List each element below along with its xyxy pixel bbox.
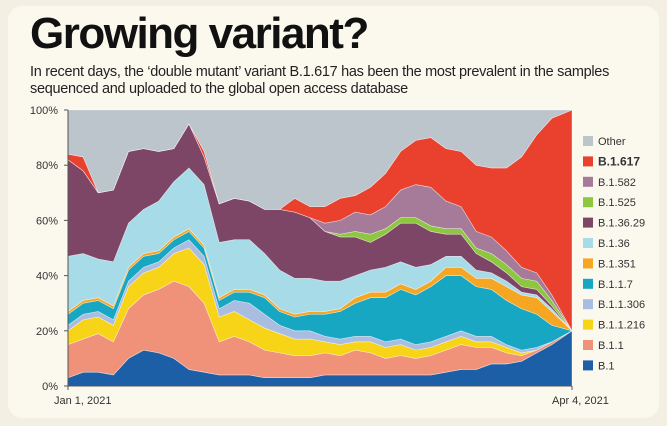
legend-label-b-1-617: B.1.617 — [598, 154, 640, 168]
legend-swatch-b-1-351 — [583, 258, 593, 269]
legend-swatch-b-1 — [583, 360, 593, 371]
y-tick-label: 20% — [36, 326, 58, 338]
legend-label-b-1-1-216: B.1.1.216 — [598, 320, 645, 332]
legend-label-b-1-36-29: B.1.36.29 — [598, 218, 645, 230]
legend-swatch-b-1-1-7 — [583, 278, 593, 289]
legend-label-b-1-1: B.1.1 — [598, 340, 624, 352]
chart-subtitle: In recent days, the ‘double mutant’ vari… — [30, 64, 610, 97]
legend: Other B.1.617 B.1.582 B.1.525 B.1.36.29 B.1.3… — [583, 136, 645, 372]
legend-label-b-1-351: B.1.351 — [598, 258, 636, 270]
legend-swatch-b-1-1-306 — [583, 299, 593, 310]
legend-swatch-b-1-36 — [583, 238, 593, 248]
legend-swatch-other — [583, 136, 593, 146]
area-other — [67, 109, 573, 210]
y-tick-label: 0% — [42, 381, 58, 393]
legend-swatch-b-1-36-29 — [583, 217, 593, 228]
axes-layer: 0% 20% 40% 60% 80% 100% Jan 1, 2021 Apr 4, 2021 — [30, 105, 609, 407]
legend-label-other: Other — [598, 136, 626, 148]
legend-label-b-1-36: B.1.36 — [598, 238, 630, 250]
legend-swatch-b-1-1 — [583, 340, 593, 350]
legend-label-b-1-525: B.1.525 — [598, 197, 636, 209]
legend-swatch-b-1-617 — [583, 156, 593, 167]
legend-label-b-1: B.1 — [598, 360, 615, 372]
y-tick-label: 40% — [36, 271, 58, 283]
x-tick-label: Apr 4, 2021 — [552, 395, 609, 407]
area-layer — [67, 109, 573, 387]
y-tick-label: 60% — [36, 215, 58, 227]
legend-label-b-1-1-306: B.1.1.306 — [598, 299, 645, 311]
y-tick-label: 80% — [36, 160, 58, 172]
legend-label-b-1-1-7: B.1.1.7 — [598, 279, 633, 291]
legend-swatch-b-1-1-216 — [583, 319, 593, 330]
x-tick-label: Jan 1, 2021 — [54, 395, 112, 407]
legend-swatch-b-1-525 — [583, 197, 593, 208]
legend-swatch-b-1-582 — [583, 176, 593, 187]
y-tick-label: 100% — [30, 105, 58, 117]
chart-title: Growing variant? — [30, 9, 369, 58]
legend-label-b-1-582: B.1.582 — [598, 177, 636, 189]
